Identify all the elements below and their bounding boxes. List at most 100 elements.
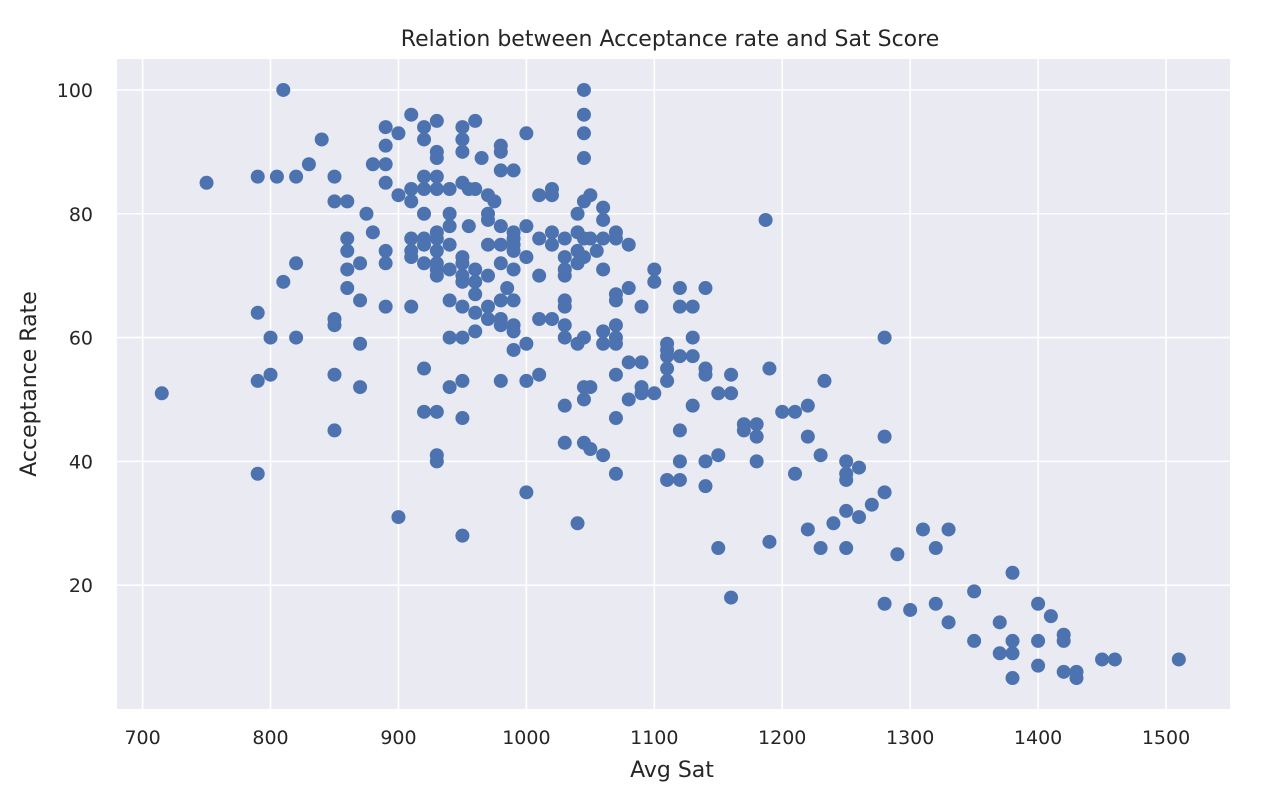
scatter-point xyxy=(685,349,700,364)
scatter-point xyxy=(468,287,483,302)
x-tick-label: 700 xyxy=(124,727,160,749)
scatter-point xyxy=(455,120,470,135)
scatter-point xyxy=(596,231,611,246)
scatter-point xyxy=(608,318,623,333)
y-axis-label: Acceptance Rate xyxy=(17,291,42,476)
scatter-point xyxy=(474,151,489,166)
scatter-point xyxy=(468,182,483,196)
scatter-point xyxy=(762,534,777,549)
scatter-point xyxy=(532,231,547,246)
scatter-point xyxy=(736,423,751,438)
scatter-point xyxy=(749,417,764,432)
x-tick-labels: 700 800 900 1000 1100 1200 1300 1400 1500 xyxy=(124,727,1190,749)
scatter-point xyxy=(455,299,470,314)
scatter-point xyxy=(672,472,687,487)
scatter-point xyxy=(762,361,777,376)
scatter-point xyxy=(576,126,591,141)
scatter-point xyxy=(429,169,444,184)
scatter-point xyxy=(417,132,432,147)
scatter-point xyxy=(749,429,764,444)
scatter-point xyxy=(468,113,483,128)
x-tick-label: 800 xyxy=(252,727,288,749)
scatter-point xyxy=(903,602,918,617)
scatter-point xyxy=(596,212,611,227)
scatter-point xyxy=(817,373,832,388)
x-tick-label: 1400 xyxy=(1014,727,1062,749)
scatter-point xyxy=(442,206,457,221)
scatter-point xyxy=(557,318,572,333)
scatter-point xyxy=(576,392,591,407)
scatter-point xyxy=(583,380,598,395)
scatter-point xyxy=(481,312,495,326)
scatter-point xyxy=(596,448,611,463)
scatter-point xyxy=(877,429,892,444)
scatter-point xyxy=(455,330,470,345)
y-tick-label: 80 xyxy=(69,204,93,226)
scatter-point xyxy=(1031,658,1046,673)
scatter-point xyxy=(660,349,675,364)
scatter-point xyxy=(404,231,419,246)
scatter-point xyxy=(852,510,866,525)
scatter-point xyxy=(481,268,495,283)
scatter-point xyxy=(493,163,508,178)
scatter-point xyxy=(493,237,508,252)
scatter-point xyxy=(519,126,534,141)
scatter-point xyxy=(711,386,726,401)
scatter-point xyxy=(877,596,892,611)
scatter-point xyxy=(544,225,559,240)
scatter-point xyxy=(378,175,393,190)
scatter-point xyxy=(724,367,739,382)
scatter-point xyxy=(576,250,591,265)
scatter-point xyxy=(608,293,623,308)
scatter-point xyxy=(519,485,534,500)
scatter-point xyxy=(583,231,598,246)
x-tick-label: 1300 xyxy=(886,727,934,749)
scatter-point xyxy=(154,386,169,401)
scatter-point xyxy=(583,442,598,456)
scatter-point xyxy=(749,454,764,469)
scatter-point xyxy=(417,120,432,135)
scatter-point xyxy=(685,398,700,413)
scatter-point xyxy=(698,479,713,494)
scatter-point xyxy=(1005,646,1020,661)
scatter-point xyxy=(532,268,547,283)
scatter-point xyxy=(583,188,598,203)
scatter-point xyxy=(429,231,444,246)
scatter-point xyxy=(365,157,380,172)
scatter-point xyxy=(327,367,342,382)
scatter-point xyxy=(672,423,687,438)
scatter-point xyxy=(928,541,943,556)
scatter-point xyxy=(621,355,636,370)
scatter-point xyxy=(327,423,342,438)
scatter-point xyxy=(647,274,662,289)
scatter-point xyxy=(519,373,534,388)
scatter-point xyxy=(378,243,393,258)
scatter-point xyxy=(442,380,457,395)
scatter-point xyxy=(404,299,419,314)
scatter-point xyxy=(1043,609,1058,624)
x-tick-label: 1500 xyxy=(1142,727,1190,749)
x-tick-label: 900 xyxy=(380,727,416,749)
scatter-point xyxy=(429,182,444,196)
x-tick-label: 1200 xyxy=(758,727,806,749)
scatter-point xyxy=(877,485,892,500)
scatter-point xyxy=(417,182,432,196)
scatter-point xyxy=(576,330,591,345)
scatter-point xyxy=(417,361,432,376)
y-tick-label: 20 xyxy=(69,575,93,597)
scatter-point xyxy=(557,250,572,265)
scatter-point xyxy=(340,243,355,258)
scatter-point xyxy=(660,472,675,487)
scatter-point xyxy=(576,82,591,97)
scatter-point xyxy=(1031,596,1046,611)
scatter-point xyxy=(417,237,432,252)
scatter-point xyxy=(455,373,470,388)
scatter-point xyxy=(685,330,700,345)
scatter-point xyxy=(442,262,457,277)
scatter-point xyxy=(800,398,815,413)
scatter-point xyxy=(442,219,457,234)
scatter-point xyxy=(314,132,329,147)
scatter-point xyxy=(992,615,1007,630)
scatter-point xyxy=(596,262,611,277)
scatter-point xyxy=(596,324,611,339)
